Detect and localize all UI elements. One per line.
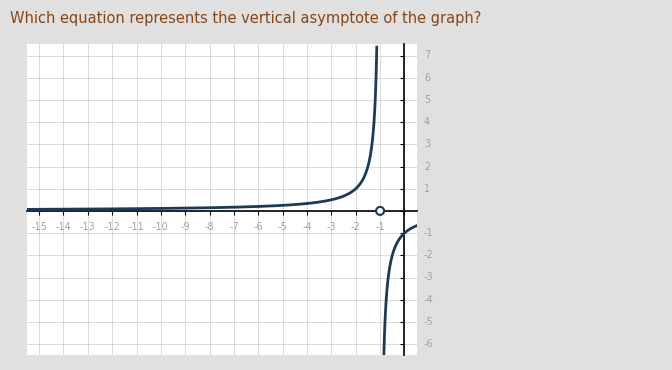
Text: -6: -6 [253, 222, 263, 232]
Text: 4: 4 [424, 117, 430, 127]
Text: 1: 1 [424, 184, 430, 194]
Text: -12: -12 [104, 222, 120, 232]
Text: -2: -2 [424, 250, 433, 260]
Text: -3: -3 [327, 222, 336, 232]
Text: -5: -5 [278, 222, 288, 232]
Text: -15: -15 [31, 222, 47, 232]
Text: -4: -4 [424, 295, 433, 305]
Text: -10: -10 [153, 222, 169, 232]
Text: Which equation represents the vertical asymptote of the graph?: Which equation represents the vertical a… [10, 11, 481, 26]
Text: -9: -9 [180, 222, 190, 232]
Text: -6: -6 [424, 339, 433, 349]
Text: -5: -5 [424, 317, 433, 327]
Text: -1: -1 [375, 222, 385, 232]
Text: -11: -11 [128, 222, 144, 232]
Text: 5: 5 [424, 95, 430, 105]
Text: -7: -7 [229, 222, 239, 232]
Text: 3: 3 [424, 139, 430, 149]
Text: -4: -4 [302, 222, 312, 232]
Text: 6: 6 [424, 73, 430, 83]
Text: -3: -3 [424, 272, 433, 283]
Text: -14: -14 [56, 222, 71, 232]
Text: -2: -2 [351, 222, 361, 232]
Ellipse shape [376, 207, 384, 215]
Text: 7: 7 [424, 50, 430, 61]
Text: -1: -1 [424, 228, 433, 238]
Text: -13: -13 [80, 222, 95, 232]
Text: 2: 2 [424, 161, 430, 172]
Text: -8: -8 [205, 222, 214, 232]
